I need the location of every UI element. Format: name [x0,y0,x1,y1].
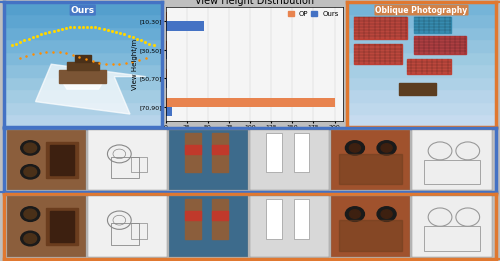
Circle shape [21,207,40,221]
Bar [112,157,139,178]
Bar [50,145,74,175]
Bar [266,199,281,239]
Bar [347,27,496,39]
Bar [414,17,452,33]
Bar [339,220,402,251]
Legend: OP, Ours: OP, Ours [288,10,340,18]
Bar [166,50,167,59]
Bar [212,199,228,239]
X-axis label: View Numbers: View Numbers [229,131,280,137]
Bar [4,77,162,89]
Circle shape [350,210,360,218]
Circle shape [21,231,40,246]
Circle shape [24,234,36,244]
Circle shape [21,141,40,155]
Bar [4,64,162,77]
Bar [166,69,167,79]
Bar [166,98,334,107]
Circle shape [377,207,396,221]
Bar [166,41,167,50]
Bar [112,223,139,245]
Circle shape [24,209,36,219]
Bar [406,59,452,74]
Bar [166,21,203,31]
Polygon shape [59,77,106,89]
Polygon shape [399,83,436,96]
Bar [212,145,228,154]
Bar [347,102,496,114]
Polygon shape [59,70,106,83]
Text: Oblique Photography: Oblique Photography [376,5,468,15]
Bar [184,199,200,239]
Text: Ours: Ours [70,5,95,15]
Bar [347,14,496,27]
Bar [347,89,496,102]
Bar [50,211,74,242]
Bar [4,14,162,27]
Bar [339,154,402,184]
Bar [184,211,200,220]
Circle shape [24,167,36,177]
Bar [424,160,480,184]
Bar [347,2,496,14]
Bar [4,102,162,114]
Bar [266,133,281,172]
Bar [184,133,200,172]
Bar [212,133,228,172]
Bar [4,52,162,64]
Bar [414,35,466,54]
Polygon shape [36,64,146,114]
Bar [166,107,172,116]
Bar [131,157,147,172]
Bar [347,52,496,64]
Polygon shape [67,62,98,70]
Bar [294,199,310,239]
Title: View Height Distribution: View Height Distribution [194,0,314,6]
Bar [347,39,496,52]
Bar [212,211,228,220]
Circle shape [381,210,392,218]
Bar [4,89,162,102]
Bar [166,12,167,21]
Bar [184,145,200,154]
Bar [46,208,78,245]
Circle shape [381,144,392,152]
Bar [347,77,496,89]
Bar [4,114,162,127]
Bar [424,226,480,251]
Bar [4,39,162,52]
Bar [347,64,496,77]
Bar [354,17,406,39]
Polygon shape [75,56,90,62]
Circle shape [346,207,364,221]
Bar [294,133,310,172]
Bar [46,142,78,178]
Bar [347,114,496,127]
Bar [354,44,402,64]
Bar [4,2,162,14]
Bar [4,27,162,39]
Circle shape [350,144,360,152]
Circle shape [24,143,36,153]
Circle shape [21,165,40,179]
Circle shape [377,141,396,155]
Bar [166,79,167,88]
Bar [131,223,147,239]
Y-axis label: View Height/m: View Height/m [132,39,138,90]
Circle shape [346,141,364,155]
